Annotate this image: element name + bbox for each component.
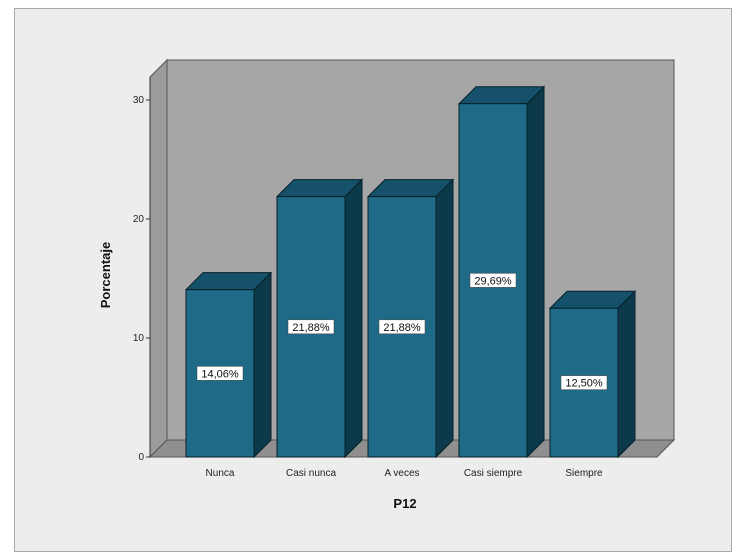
bar-4-side [526, 85, 545, 459]
x-tick-label-1: Nunca [206, 468, 235, 479]
bar-4-label-box [469, 273, 517, 288]
bar-1-side [253, 271, 272, 459]
y-tick-label-30: 30 [133, 95, 145, 106]
bar-4-data-label: 29,69% [474, 275, 512, 287]
bar-1-label-box [196, 366, 244, 381]
bar-2-label-box [287, 319, 335, 335]
y-tick-label-0: 0 [138, 452, 144, 463]
x-tick-label-3: A veces [384, 468, 419, 479]
bar-5: 12,50% [548, 290, 637, 459]
bar-3-side [435, 178, 454, 459]
bar-2: 21,88% [275, 178, 364, 459]
y-tick-label-20: 20 [133, 214, 145, 225]
x-tick-label-2: Casi nunca [286, 468, 336, 479]
bar-3: 21,88% [366, 178, 455, 459]
bar-2-side [344, 178, 363, 459]
bar-4: 29,69% [457, 85, 546, 459]
y-tick-label-10: 10 [133, 333, 145, 344]
x-tick-label-5: Siempre [565, 468, 603, 479]
bar-1: 14,06% [184, 271, 273, 459]
bar-5-side [617, 290, 636, 459]
y-axis: 0 10 20 30 [133, 77, 151, 463]
x-axis-title: P12 [393, 496, 416, 511]
bar-2-data-label: 21,88% [292, 322, 330, 334]
bar-5-label-box [560, 375, 608, 390]
side-wall [149, 58, 168, 459]
bar-3-label-box [378, 319, 426, 335]
x-tick-labels: Nunca Casi nunca A veces Casi siempre Siempr… [206, 468, 604, 479]
x-tick-label-4: Casi siempre [464, 468, 523, 479]
bar-5-data-label: 12,50% [565, 378, 603, 390]
bar-3-data-label: 21,88% [383, 322, 421, 334]
y-axis-title: Porcentaje [98, 242, 113, 308]
bars-group: 14,06% 21,88% 21,88% 29,69% 12,50% [184, 85, 637, 459]
bar-1-data-label: 14,06% [201, 368, 239, 380]
